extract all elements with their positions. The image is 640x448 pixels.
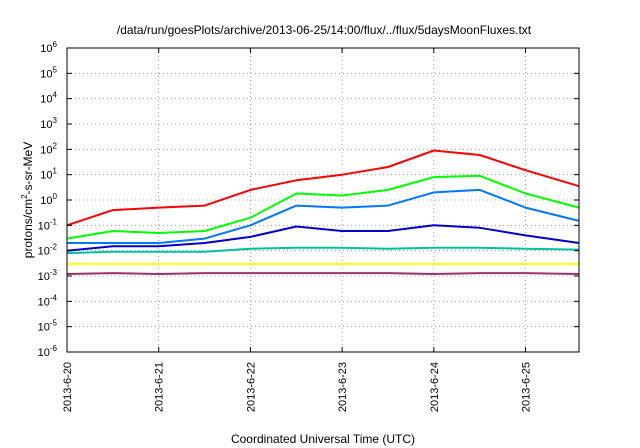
series-line-3 <box>66 224 580 252</box>
y-tick-label: 10-2 <box>38 243 58 258</box>
y-tick-base: 10 <box>40 195 52 207</box>
y-axis: 10-610-510-410-310-210-11001011021031041… <box>38 40 579 359</box>
y-tick-base: 10 <box>38 220 50 232</box>
y-tick-exponent: -1 <box>50 217 58 226</box>
y-tick-base: 10 <box>40 119 52 131</box>
y-tick-label: 100 <box>40 192 57 207</box>
y-tick-label: 106 <box>40 40 57 55</box>
grid-lines <box>67 48 579 352</box>
y-tick-label: 10-5 <box>38 319 58 334</box>
y-tick-exponent: -2 <box>50 243 58 252</box>
y-tick-base: 10 <box>40 68 52 80</box>
series-line-0 <box>66 149 580 227</box>
y-tick-exponent: 1 <box>53 167 58 176</box>
x-axis-label: Coordinated Universal Time (UTC) <box>231 432 415 446</box>
y-axis-label-sup: 2 <box>20 194 29 199</box>
y-tick-exponent: -6 <box>50 344 58 353</box>
y-tick-exponent: 3 <box>53 116 58 125</box>
x-tick-label: 2013-6-24 <box>429 362 441 412</box>
y-tick-label: 10-1 <box>38 217 58 232</box>
y-tick-base: 10 <box>40 94 52 106</box>
y-tick-exponent: -5 <box>50 319 58 328</box>
x-tick-label: 2013-6-21 <box>154 362 166 412</box>
series-line-1 <box>66 174 580 240</box>
y-tick-base: 10 <box>40 170 52 182</box>
y-axis-label: protons/cm2-s-sr-MeV <box>20 142 35 258</box>
y-tick-exponent: -3 <box>50 268 58 277</box>
y-tick-exponent: 4 <box>53 91 58 100</box>
x-axis: 2013-6-20 2013-6-21 2013-6-22 2013-6-23 2013… <box>62 48 533 412</box>
chart-title: /data/run/goesPlots/archive/2013-06-25/1… <box>117 23 532 37</box>
series-line-4 <box>66 246 580 255</box>
y-tick-base: 10 <box>38 246 50 258</box>
y-tick-label: 10-6 <box>38 344 58 359</box>
series-line-6 <box>66 272 580 275</box>
y-tick-label: 102 <box>40 141 57 156</box>
series-layer <box>66 149 580 275</box>
y-tick-base: 10 <box>38 347 50 359</box>
x-tick-label: 2013-6-25 <box>521 362 533 412</box>
series-line-2 <box>67 188 580 244</box>
y-tick-exponent: 0 <box>53 192 58 201</box>
y-tick-exponent: 2 <box>53 141 58 150</box>
y-tick-exponent: 6 <box>53 40 58 49</box>
y-tick-exponent: -4 <box>50 293 58 302</box>
y-axis-label-suffix: -s-sr-MeV <box>21 142 35 195</box>
y-tick-label: 10-3 <box>38 268 58 283</box>
y-tick-base: 10 <box>38 322 50 334</box>
y-tick-base: 10 <box>40 144 52 156</box>
y-axis-label-prefix: protons/cm <box>21 199 35 258</box>
y-tick-label: 101 <box>40 167 57 182</box>
x-tick-label: 2013-6-20 <box>62 362 74 412</box>
y-tick-base: 10 <box>40 43 52 55</box>
y-tick-base: 10 <box>38 296 50 308</box>
y-tick-base: 10 <box>38 271 50 283</box>
y-tick-label: 10-4 <box>38 293 58 308</box>
y-tick-exponent: 5 <box>53 65 58 74</box>
y-tick-label: 105 <box>40 65 57 80</box>
x-tick-label: 2013-6-23 <box>337 362 349 412</box>
y-tick-label: 104 <box>40 91 57 106</box>
x-tick-label: 2013-6-22 <box>245 362 257 412</box>
y-tick-label: 103 <box>40 116 57 131</box>
